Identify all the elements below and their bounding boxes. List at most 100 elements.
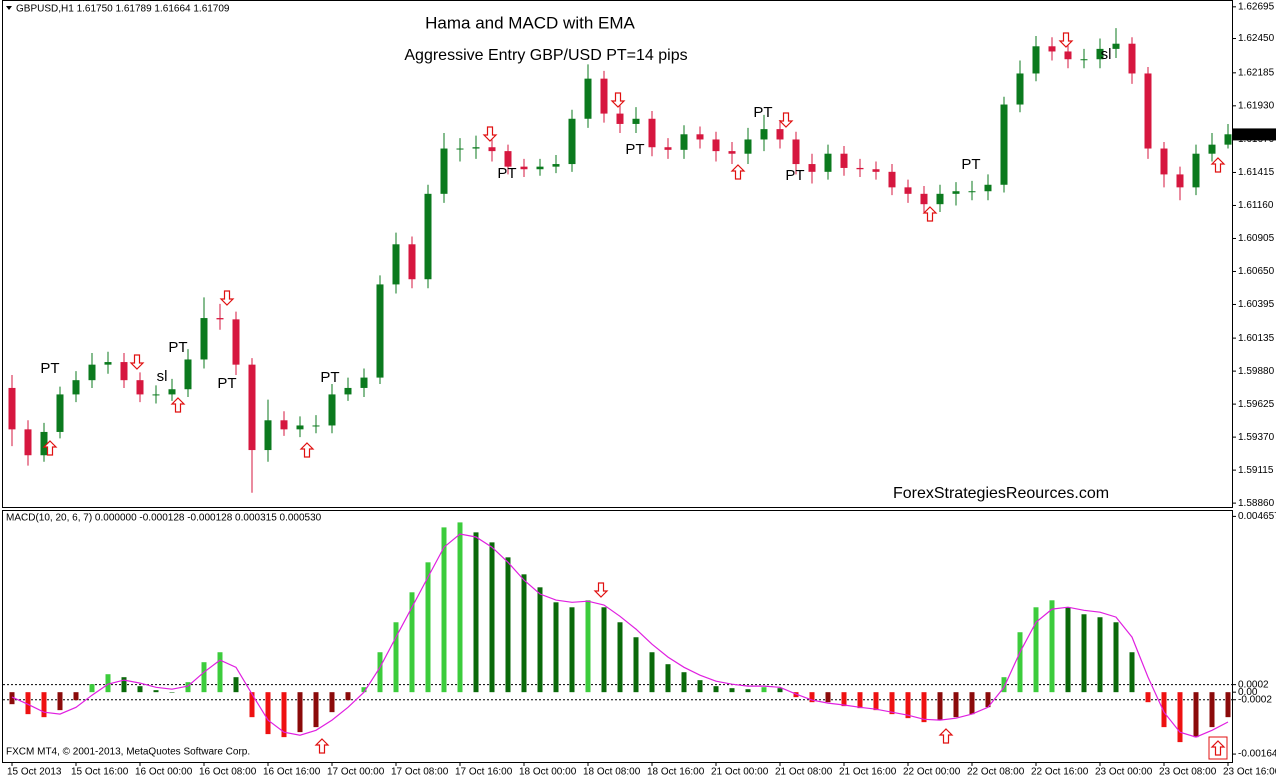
macd-bar (697, 680, 703, 693)
x-tick-label: 17 Oct 08:00 (391, 767, 449, 778)
candle-body (824, 153, 832, 172)
candle-body (248, 364, 256, 451)
macd-bar (521, 574, 527, 693)
candle-body (1000, 104, 1008, 185)
x-tick-label: 16 Oct 16:00 (263, 767, 321, 778)
macd-bar (25, 692, 31, 715)
macd-bar (1193, 692, 1199, 738)
candle-body (728, 151, 736, 154)
macd-bar (905, 692, 911, 719)
macd-bar (1177, 692, 1183, 743)
candle-body (488, 147, 496, 152)
candle-body (584, 78, 592, 119)
candle-body (184, 359, 192, 390)
candle-body (312, 425, 320, 427)
macd-bar (665, 664, 671, 693)
macd-bar (73, 692, 79, 701)
macd-panel (2, 510, 1233, 763)
macd-bar (153, 690, 159, 693)
y-tick-label: 1.61415 (1238, 167, 1275, 178)
signal-label: PT (320, 369, 339, 386)
candle-body (280, 420, 288, 430)
candle-body (472, 147, 480, 149)
macd-bar (1161, 692, 1167, 728)
up-arrow (1210, 740, 1226, 756)
x-tick-label: 21 Oct 16:00 (839, 767, 897, 778)
candle-body (536, 166, 544, 170)
y-tick-label: 1.61160 (1238, 200, 1274, 211)
signal-label: PT (625, 141, 644, 158)
up-arrow (170, 397, 186, 413)
up-arrow (42, 440, 58, 456)
macd-bar (825, 692, 831, 703)
macd-bar (473, 532, 479, 693)
y-tick-label: 0.0002 (1238, 679, 1269, 690)
macd-bar (409, 592, 415, 693)
up-arrow (730, 164, 746, 180)
candle-body (152, 394, 160, 396)
signal-label: PT (785, 167, 804, 184)
macd-bar (281, 692, 287, 738)
candle-body (1224, 134, 1232, 145)
candle-body (264, 420, 272, 451)
macd-bar (313, 692, 319, 728)
candle-body (792, 139, 800, 165)
macd-bar (841, 692, 847, 707)
macd-bar (329, 692, 335, 713)
x-tick-label: 15 Oct 2013 (7, 767, 62, 778)
macd-bar (729, 688, 735, 693)
x-tick-label: 22 Oct 00:00 (903, 767, 961, 778)
macd-bar (1225, 692, 1231, 718)
candle-body (808, 164, 816, 172)
menu-icon[interactable] (6, 6, 12, 10)
x-tick-label: 18 Oct 08:00 (583, 767, 641, 778)
macd-bar (1145, 692, 1151, 703)
macd-bar (105, 674, 111, 693)
y-tick-label: -0.00164 (1238, 749, 1276, 760)
macd-bar (41, 692, 47, 718)
macd-bar (649, 652, 655, 693)
macd-bar (857, 692, 863, 709)
x-tick-label: 18 Oct 00:00 (519, 767, 577, 778)
candle-body (1128, 43, 1136, 74)
up-arrow (299, 442, 315, 458)
candle-body (1192, 153, 1200, 188)
x-tick-label: 23 Oct 08:00 (1159, 767, 1217, 778)
macd-bar (137, 686, 143, 693)
candle-body (376, 284, 384, 378)
macd-bar (745, 689, 751, 693)
y-tick-label: -0.0002 (1238, 694, 1272, 705)
macd-bar (569, 607, 575, 693)
candle-body (888, 171, 896, 188)
chart-subtitle: Aggressive Entry GBP/USD PT=14 pips (404, 47, 687, 64)
signal-label: PT (217, 375, 236, 392)
candle-body (776, 129, 784, 140)
candle-body (8, 387, 16, 430)
macd-bar (953, 692, 959, 718)
candle-body (568, 118, 576, 165)
price-tag (1232, 128, 1276, 141)
macd-bar (633, 637, 639, 693)
macd-bar (1129, 652, 1135, 693)
macd-bar (57, 692, 63, 711)
candle-body (904, 187, 912, 194)
macd-bar (89, 684, 95, 693)
candle-body (1032, 46, 1040, 74)
signal-label: PT (497, 165, 516, 182)
macd-bar (9, 692, 15, 705)
candle-body (616, 113, 624, 124)
y-tick-label: 1.59625 (1238, 399, 1275, 410)
x-tick-label: 17 Oct 00:00 (327, 767, 385, 778)
candle-body (360, 377, 368, 388)
candle-body (120, 362, 128, 381)
symbol-header: GBPUSD,H1 1.61750 1.61789 1.61664 1.6170… (16, 4, 230, 15)
candle-body (984, 184, 992, 192)
candle-body (136, 380, 144, 395)
candle-body (328, 394, 336, 426)
candle-body (216, 318, 224, 320)
x-tick-label: 23 Oct 16:00 (1223, 767, 1276, 778)
candle-body (1160, 148, 1168, 175)
y-tick-label: 1.62695 (1238, 1, 1275, 12)
signal-label: PT (40, 360, 59, 377)
candle-body (232, 319, 240, 365)
